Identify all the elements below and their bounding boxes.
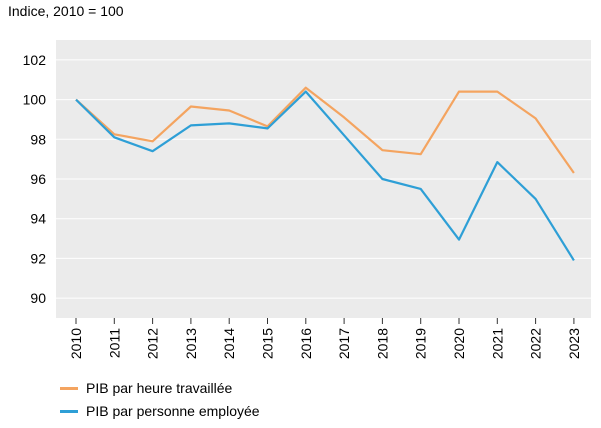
legend-label-hours: PIB par heure travaillée [86, 380, 233, 396]
x-tick-label: 2010 [68, 328, 84, 359]
series-line-persons [75, 90, 575, 261]
y-axis: 90 92 94 96 98 100 102 [23, 52, 47, 306]
y-tick-label: 92 [30, 250, 46, 266]
x-tick-label: 2015 [260, 328, 276, 359]
x-tick-label: 2023 [566, 328, 582, 359]
series-layer [75, 86, 575, 261]
x-tick-label: 2011 [106, 328, 122, 358]
x-tick-label: 2012 [145, 328, 161, 359]
x-tick-label: 2014 [221, 328, 237, 359]
x-axis: 2010 2011 2012 2013 2014 2015 2016 2017 2018 2019… [68, 318, 582, 359]
x-tick-label: 2018 [374, 328, 390, 359]
x-tick-label: 2022 [528, 328, 544, 359]
x-tick-label: 2016 [298, 328, 314, 359]
y-tick-label: 94 [30, 211, 46, 227]
y-tick-label: 102 [23, 52, 47, 68]
y-tick-label: 90 [30, 290, 46, 306]
x-tick-label: 2020 [451, 328, 467, 359]
y-tick-label: 96 [30, 171, 46, 187]
x-tick-label: 2017 [336, 328, 352, 359]
x-tick-label: 2019 [413, 328, 429, 359]
x-tick-label: 2013 [183, 328, 199, 359]
y-tick-label: 98 [30, 131, 46, 147]
legend-item-hours: PIB par heure travaillée [60, 380, 232, 396]
series-line-hours [75, 86, 575, 174]
legend-label-persons: PIB par personne employée [86, 403, 260, 419]
legend-item-persons: PIB par personne employée [60, 403, 260, 419]
legend-swatch-hours [60, 386, 78, 390]
legend-swatch-persons [60, 409, 78, 413]
y-tick-label: 100 [23, 92, 47, 108]
chart-subtitle: Indice, 2010 = 100 [8, 3, 124, 19]
x-tick-label: 2021 [489, 328, 505, 359]
